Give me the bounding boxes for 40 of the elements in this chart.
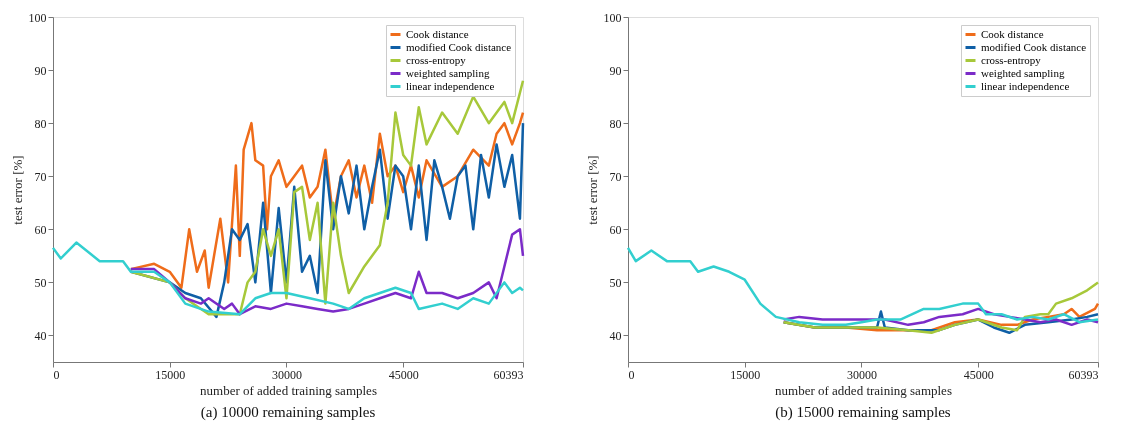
text: (a) 10000 remaining samples — [200, 404, 376, 421]
x-axis-title: number of added training samples — [200, 382, 377, 398]
text: (b) 15000 remaining samples — [775, 404, 951, 421]
x-tick-label: 60393 — [493, 367, 524, 382]
legend-label: modified Cook distance — [981, 40, 1087, 53]
y-tick-label: 80 — [609, 116, 622, 131]
y-tick-label: 40 — [609, 328, 622, 343]
legend-label: cross-entropy — [406, 53, 467, 66]
y-tick-label: 50 — [609, 275, 622, 290]
x-tick-label: 30000 — [271, 367, 302, 382]
legend-label: weighted sampling — [981, 66, 1065, 79]
x-tick-label: 0 — [628, 367, 635, 382]
x-tick-label: 0 — [53, 367, 60, 382]
legend-label: linear independence — [406, 79, 495, 92]
x-axis-title: number of added training samples — [775, 382, 952, 398]
x-tick-label: 15000 — [155, 367, 186, 382]
y-tick-label: 60 — [609, 222, 622, 237]
legend-label: linear independence — [981, 79, 1070, 92]
y-tick-label: 90 — [34, 63, 47, 78]
y-tick-label: 70 — [609, 169, 622, 184]
x-tick-label: 30000 — [846, 367, 877, 382]
x-tick-label: 15000 — [730, 367, 761, 382]
y-tick-label: 40 — [34, 328, 47, 343]
legend-label: cross-entropy — [981, 53, 1042, 66]
y-tick-label: 100 — [603, 10, 622, 25]
legend-label: Cook distance — [981, 27, 1044, 40]
legend-label: modified Cook distance — [406, 40, 512, 53]
y-tick-label: 80 — [34, 116, 47, 131]
x-tick-label: 45000 — [963, 367, 994, 382]
y-axis-title: test error [%] — [9, 155, 25, 225]
legend-label: weighted sampling — [406, 66, 490, 79]
x-tick-label: 60393 — [1068, 367, 1099, 382]
legend-label: Cook distance — [406, 27, 469, 40]
y-tick-label: 90 — [609, 63, 622, 78]
x-tick-label: 45000 — [388, 367, 419, 382]
y-tick-label: 50 — [34, 275, 47, 290]
y-tick-label: 70 — [34, 169, 47, 184]
y-axis-title: test error [%] — [584, 155, 600, 225]
y-tick-label: 60 — [34, 222, 47, 237]
y-tick-label: 100 — [28, 10, 47, 25]
